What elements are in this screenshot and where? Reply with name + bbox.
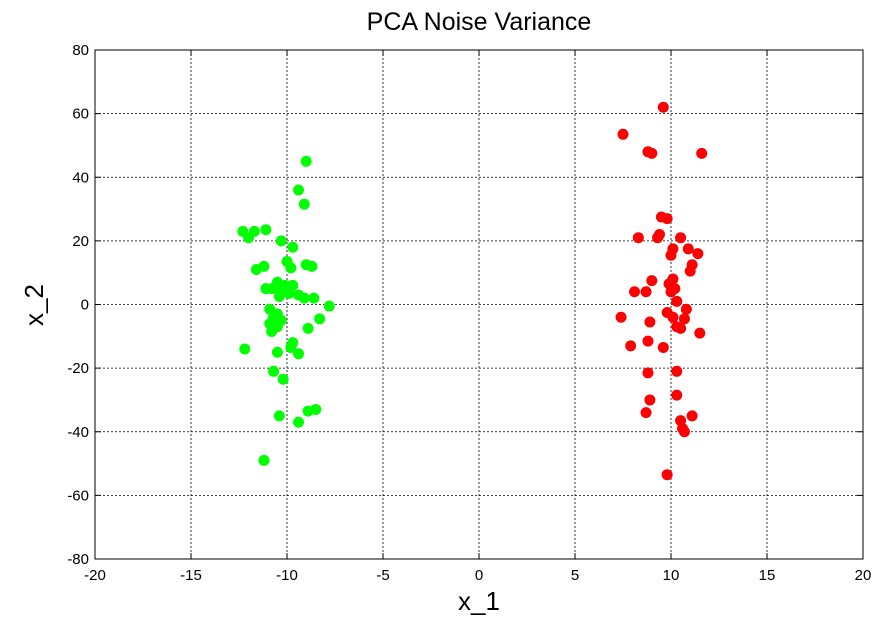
data-point-series-1 [268, 365, 280, 377]
data-points [237, 101, 708, 481]
chart-title: PCA Noise Variance [367, 8, 592, 36]
data-point-series-1 [308, 292, 320, 304]
y-tick-label: -40 [67, 424, 89, 441]
data-point-series-2 [646, 147, 658, 159]
data-point-series-1 [314, 313, 326, 325]
data-point-series-2 [640, 286, 652, 298]
data-point-series-1 [266, 283, 278, 295]
data-point-series-2 [686, 410, 698, 422]
x-tick-label: -5 [376, 567, 389, 584]
data-point-series-2 [640, 407, 652, 419]
data-point-series-2 [671, 365, 683, 377]
x-tick-label: 15 [759, 567, 776, 584]
data-point-series-1 [287, 241, 299, 253]
data-point-series-2 [675, 232, 687, 244]
data-point-series-2 [617, 128, 629, 140]
data-point-series-1 [306, 260, 318, 272]
data-point-series-2 [675, 322, 687, 334]
x-tick-label: -15 [180, 567, 202, 584]
data-point-series-1 [260, 224, 272, 236]
y-tick-label: -20 [67, 360, 89, 377]
x-tick-label: -20 [84, 567, 106, 584]
data-point-series-1 [310, 403, 322, 415]
data-point-series-2 [694, 327, 706, 339]
y-tick-label: 0 [81, 297, 89, 314]
data-point-series-2 [692, 248, 704, 260]
data-point-series-2 [667, 311, 679, 323]
data-point-series-2 [644, 394, 656, 406]
data-point-series-2 [629, 286, 641, 298]
data-point-series-2 [671, 295, 683, 307]
data-point-series-1 [323, 300, 335, 312]
y-axis-label: x_2 [19, 284, 49, 326]
y-tick-label: 80 [72, 42, 89, 59]
data-point-series-2 [665, 249, 677, 261]
data-point-series-2 [657, 101, 669, 113]
data-point-series-1 [277, 373, 289, 385]
data-point-series-2 [680, 303, 692, 315]
y-tick-label: -60 [67, 487, 89, 504]
grid-lines [95, 50, 863, 559]
data-point-series-2 [642, 367, 654, 379]
data-point-series-2 [615, 311, 627, 323]
data-point-series-2 [671, 389, 683, 401]
y-tick-label: 40 [72, 169, 89, 186]
data-point-series-1 [293, 348, 305, 360]
data-point-series-2 [652, 232, 664, 244]
y-tick-label: -80 [67, 551, 89, 568]
data-point-series-1 [266, 326, 278, 338]
data-point-series-2 [678, 426, 690, 438]
data-point-series-2 [644, 316, 656, 328]
data-point-series-2 [665, 286, 677, 298]
data-point-series-1 [293, 184, 305, 196]
data-point-series-1 [300, 155, 312, 167]
x-axis-label: x_1 [458, 586, 500, 616]
x-tick-label: 10 [663, 567, 680, 584]
data-point-series-2 [696, 147, 708, 159]
data-point-series-2 [625, 340, 637, 352]
data-point-series-1 [302, 322, 314, 334]
data-point-series-1 [293, 416, 305, 428]
data-point-series-2 [684, 265, 696, 277]
y-tick-label: 60 [72, 106, 89, 123]
data-point-series-1 [285, 341, 297, 353]
data-point-series-2 [661, 213, 673, 225]
data-point-series-2 [646, 275, 658, 287]
data-point-series-2 [661, 469, 673, 481]
data-point-series-1 [243, 232, 255, 244]
data-point-series-1 [239, 343, 251, 355]
axis-ticks: -20 -15 -10 -5 0 5 10 15 20 -80 -60 -40 -20 0 20 40 60 80 [67, 42, 871, 584]
data-point-series-2 [657, 341, 669, 353]
data-point-series-1 [271, 346, 283, 358]
x-tick-label: 5 [571, 567, 579, 584]
data-point-series-1 [258, 454, 270, 466]
data-point-series-2 [632, 232, 644, 244]
data-point-series-1 [275, 235, 287, 247]
data-point-series-1 [273, 291, 285, 303]
x-tick-label: 20 [855, 567, 872, 584]
y-tick-label: 20 [72, 233, 89, 250]
data-point-series-1 [250, 264, 262, 276]
x-tick-label: 0 [475, 567, 483, 584]
data-point-series-2 [678, 313, 690, 325]
data-point-series-2 [642, 335, 654, 347]
x-tick-label: -10 [276, 567, 298, 584]
data-point-series-1 [298, 198, 310, 210]
data-point-series-1 [298, 292, 310, 304]
data-point-series-1 [283, 287, 295, 299]
data-point-series-1 [273, 410, 285, 422]
data-point-series-2 [682, 243, 694, 255]
data-point-series-1 [285, 262, 297, 274]
